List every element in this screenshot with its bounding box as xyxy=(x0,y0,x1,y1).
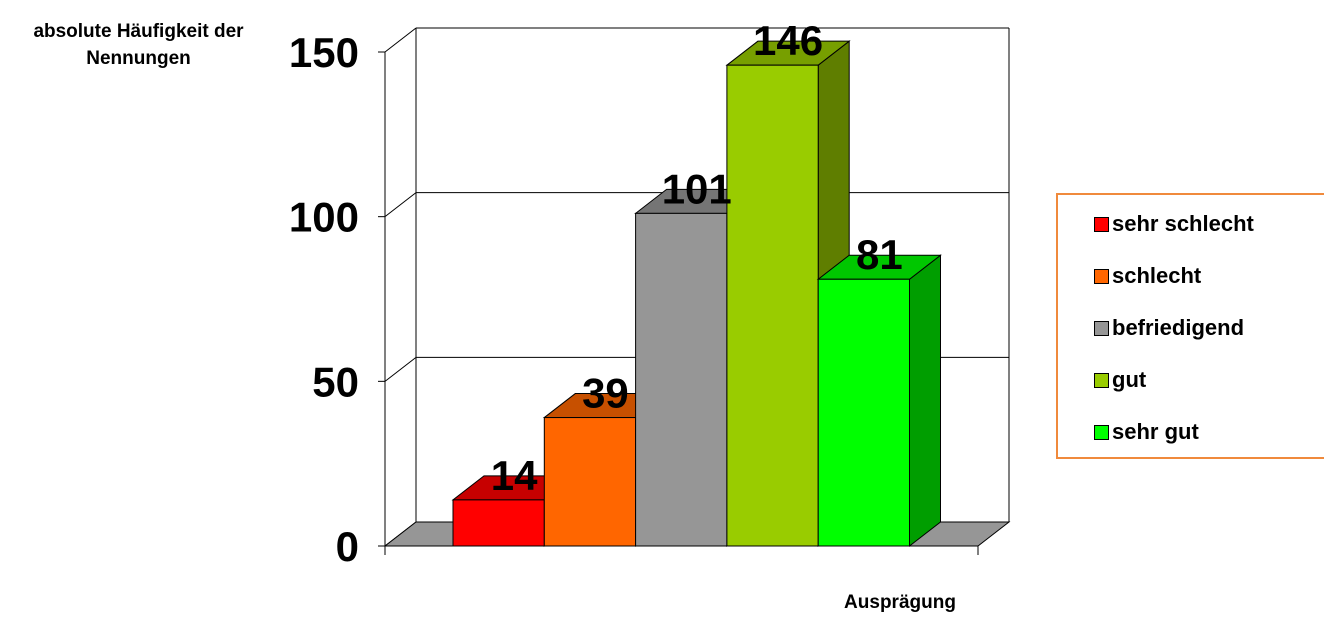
bar xyxy=(817,278,911,547)
bar xyxy=(635,212,728,547)
y-tick-label: 150 xyxy=(289,29,359,76)
legend-swatch xyxy=(1094,268,1109,284)
legend-label: gut xyxy=(1112,367,1147,392)
y-axis-label: absolute Häufigkeit der Nennungen xyxy=(33,21,244,69)
y-tick-label: 0 xyxy=(336,523,359,570)
data-label: 39 xyxy=(582,370,629,417)
bar xyxy=(543,417,637,547)
legend-item: gut xyxy=(1094,367,1146,393)
legend-item: sehr gut xyxy=(1094,419,1199,445)
side-wall-line xyxy=(384,27,417,53)
bar-side xyxy=(909,254,941,548)
legend-swatch xyxy=(1094,320,1109,336)
bar xyxy=(452,499,545,547)
legend-item: schlecht xyxy=(1094,263,1201,289)
bar xyxy=(726,64,819,547)
data-label: 101 xyxy=(662,165,732,212)
legend-swatch xyxy=(1094,216,1109,232)
legend-label: sehr schlecht xyxy=(1112,211,1254,236)
x-axis-label: Ausprägung xyxy=(844,592,956,613)
data-label: 14 xyxy=(491,452,538,499)
legend-label: befriedigend xyxy=(1112,315,1245,340)
side-wall-line xyxy=(384,192,417,218)
data-label: 146 xyxy=(753,17,823,64)
legend-swatch xyxy=(1094,372,1109,388)
y-tick-label: 50 xyxy=(312,358,359,405)
legend-item: sehr schlecht xyxy=(1094,211,1254,237)
legend: sehr schlecht schlecht befriedigend gut … xyxy=(1056,193,1324,459)
legend-label: sehr gut xyxy=(1112,419,1199,444)
y-tick-label: 100 xyxy=(289,194,359,241)
side-wall-line xyxy=(384,356,417,382)
legend-label: schlecht xyxy=(1112,263,1202,288)
legend-item: befriedigend xyxy=(1094,315,1244,341)
legend-swatch xyxy=(1094,424,1109,440)
data-label: 81 xyxy=(856,231,903,278)
